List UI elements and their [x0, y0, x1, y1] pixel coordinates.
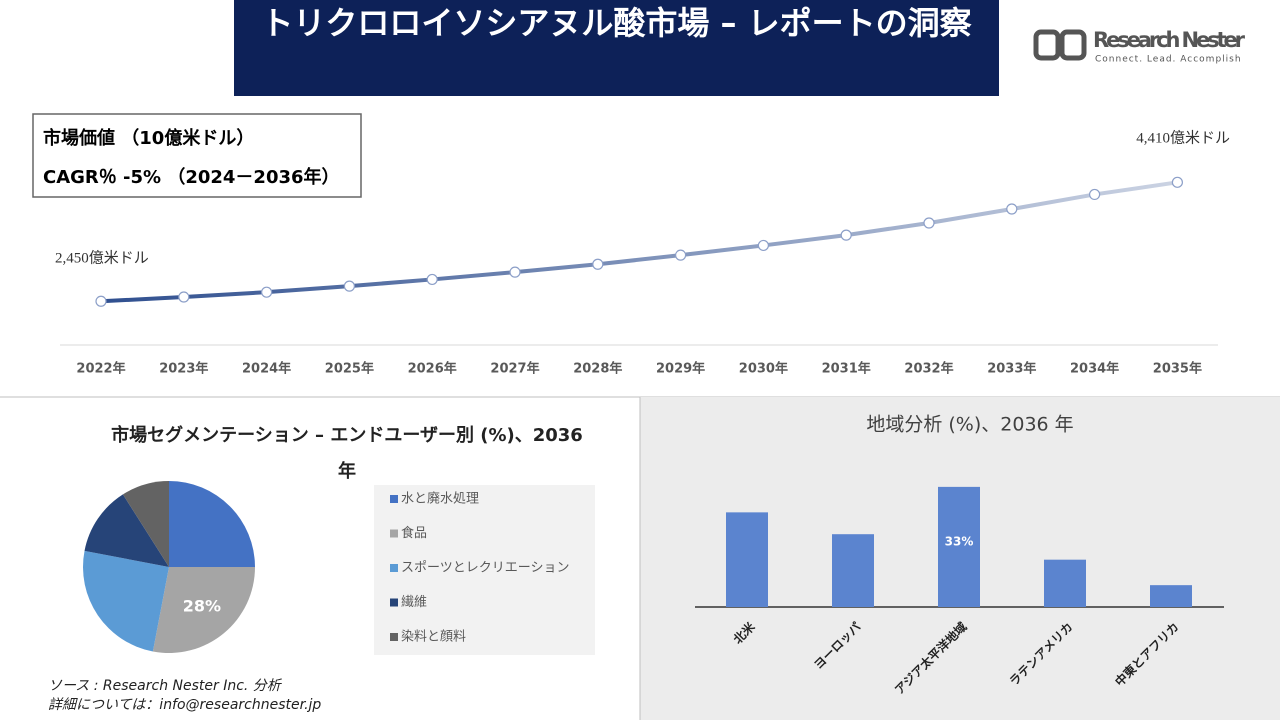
data-point: [592, 258, 604, 270]
cagr-label: CAGR％ -5% （2024－2036年）: [43, 166, 340, 188]
source: ソース : Research Nester Inc. 分析: [48, 678, 283, 694]
value-label: 28%: [183, 596, 221, 615]
market-box: [32, 113, 362, 198]
logo: Research Nester Connect. Lead. Accomplis…: [1033, 28, 1246, 65]
contact: 詳細については：info@researchnester.jp: [48, 697, 321, 713]
data-point: [923, 217, 935, 229]
data-point: [509, 266, 521, 278]
header-title: トリクロロイソシアヌル酸市場 – レポートの洞察: [261, 4, 972, 42]
bar-title: 地域分析 (%)、2036 年: [866, 414, 1073, 436]
logo-tagline: Connect. Lead. Accomplish: [1095, 55, 1242, 65]
legend-label: 食品: [401, 525, 427, 541]
data-point: [757, 239, 770, 252]
pie-slice: [169, 481, 255, 567]
data-point: [674, 249, 687, 261]
data-point: [1171, 176, 1184, 188]
legend-swatch: [390, 633, 398, 641]
data-point: [343, 280, 355, 292]
bar: [726, 512, 768, 607]
pie-title: 市場セグメンテーション – エンドユーザー別 (%)、2036年: [111, 425, 583, 482]
legend-label: 繊維: [401, 594, 427, 610]
legend-label: スポーツとレクリエーション: [401, 561, 569, 576]
legend-label: 染料と顔料: [401, 630, 466, 645]
data-point: [261, 286, 273, 298]
pie-slice: [83, 550, 169, 652]
x-tick-label: 2024年: [242, 361, 291, 377]
data-point: [1006, 203, 1018, 215]
x-tick-label: 2032年: [904, 361, 953, 377]
x-tick-label: 2030年: [739, 361, 788, 377]
x-tick-label: 2033年: [987, 361, 1036, 377]
bar: [1044, 559, 1086, 607]
x-tick-label: 2034年: [1070, 361, 1119, 377]
data-point: [426, 273, 438, 286]
x-tick-label: 2029年: [656, 361, 705, 377]
value-label: 4,410億米ドル: [1136, 129, 1230, 146]
value-label: 2,450億米ドル: [55, 249, 149, 266]
pie-title-box: 市場セグメンテーション – エンドユーザー別 (%)、2036年: [111, 425, 583, 482]
market-value-label: 市場価値 （10億米ドル）: [43, 127, 254, 149]
x-tick-label: 2022年: [76, 361, 125, 377]
x-tick-label: 2031年: [822, 361, 871, 377]
legend-label: 水と廃水処理: [401, 491, 479, 507]
data-point: [178, 291, 190, 303]
data-point: [95, 295, 107, 307]
pie-slice: [122, 481, 169, 567]
pie-slice: [152, 567, 255, 653]
bar: [1150, 585, 1192, 607]
x-tick-label: 2025年: [325, 361, 374, 377]
legend-swatch: [390, 564, 398, 572]
header-bar: [234, 0, 999, 96]
data-point: [1088, 188, 1101, 201]
bar: [938, 486, 980, 607]
pie-slice: [84, 494, 169, 567]
data-point: [840, 229, 852, 241]
logo-icon: [1059, 29, 1087, 61]
legend-swatch: [390, 529, 398, 538]
x-tick-label: 2035年: [1153, 361, 1202, 377]
x-tick-label: 2026年: [408, 361, 457, 377]
bar: [832, 534, 874, 607]
x-tick-label: 2023年: [159, 361, 208, 377]
logo-name: Research Nester: [1093, 28, 1246, 52]
legend-swatch: [390, 495, 398, 503]
pie-legend: [374, 485, 595, 655]
legend-swatch: [390, 598, 398, 607]
logo-icon: [1033, 29, 1061, 61]
x-tick-label: 2027年: [490, 361, 539, 377]
x-tick-label: 2028年: [573, 361, 622, 377]
value-label: 33%: [945, 534, 974, 548]
market-line: [100, 180, 1178, 304]
header-title-box: トリクロロイソシアヌル酸市場 – レポートの洞察: [261, 4, 972, 42]
